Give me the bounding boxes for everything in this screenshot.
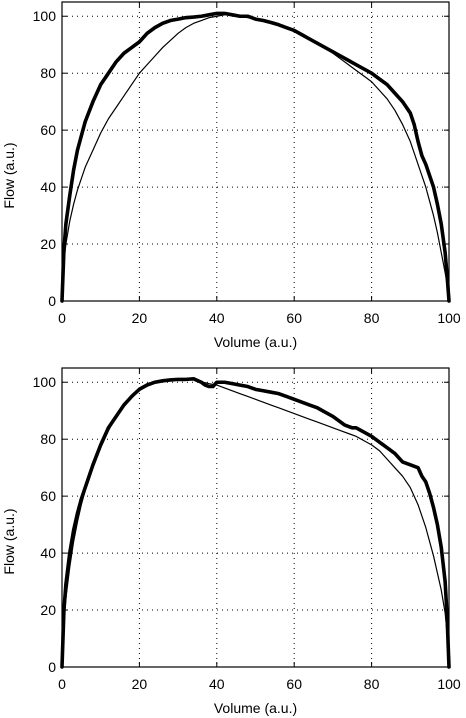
series-line-thin — [61, 378, 450, 668]
top-plot: 0 20 40 60 80 100 0 20 40 60 80 100 Volume (a.u.) Flo… — [1, 1, 461, 350]
x-axis-label: Volume (a.u.) — [214, 334, 297, 350]
series-line-thick — [60, 11, 451, 303]
x-tick-label: 20 — [132, 676, 148, 692]
y-tick-label: 100 — [33, 8, 57, 24]
y-tick-label: 0 — [48, 293, 56, 309]
x-axis-label: Volume (a.u.) — [214, 700, 297, 716]
x-tick-label: 20 — [132, 310, 148, 326]
x-tick-label: 60 — [286, 676, 302, 692]
y-axis-label: Flow (a.u.) — [1, 142, 17, 208]
y-tick-label: 60 — [40, 488, 56, 504]
y-tick-label: 40 — [40, 545, 56, 561]
y-tick-label: 100 — [33, 374, 57, 390]
y-tick-label: 20 — [40, 602, 56, 618]
y-tick-label: 80 — [40, 65, 56, 81]
y-tick-label: 60 — [40, 122, 56, 138]
x-tick-label: 40 — [209, 676, 225, 692]
y-tick-label: 80 — [40, 431, 56, 447]
x-tick-label: 0 — [58, 676, 66, 692]
y-tick-label: 0 — [48, 659, 56, 675]
x-tick-label: 100 — [437, 310, 461, 326]
axes-frame — [61, 367, 450, 668]
x-tick-label: 60 — [286, 310, 302, 326]
axes-frame — [61, 1, 450, 302]
x-tick-label: 80 — [364, 310, 380, 326]
series-line-thick — [60, 377, 451, 669]
series-line-thin — [61, 14, 450, 302]
bottom-plot: 0 20 40 60 80 100 0 20 40 60 80 100 Volume (a.u.) Flo… — [1, 367, 461, 716]
x-tick-label: 80 — [364, 676, 380, 692]
x-tick-label: 40 — [209, 310, 225, 326]
y-tick-label: 20 — [40, 236, 56, 252]
x-tick-label: 100 — [437, 676, 461, 692]
x-tick-label: 0 — [58, 310, 66, 326]
y-tick-label: 40 — [40, 179, 56, 195]
y-axis-label: Flow (a.u.) — [1, 508, 17, 574]
